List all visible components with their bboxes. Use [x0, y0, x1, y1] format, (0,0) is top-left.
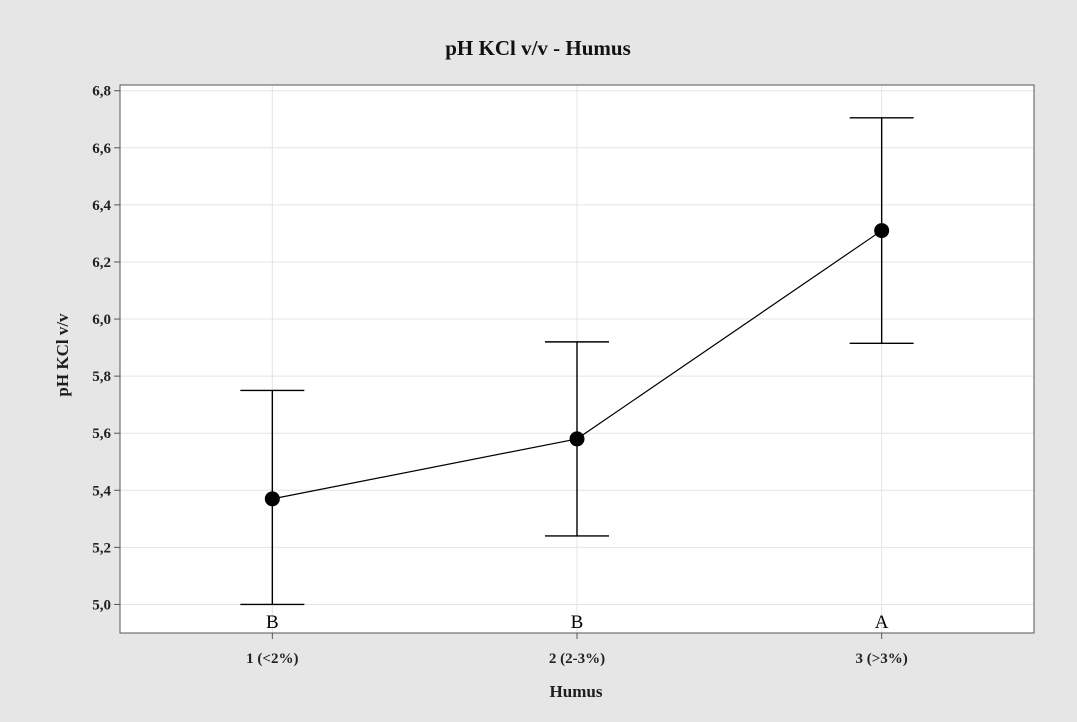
x-axis-title: Humus [550, 682, 603, 701]
data-point [264, 491, 280, 507]
chart-title: pH KCl v/v - Humus [445, 36, 631, 60]
group-letter: B [266, 612, 279, 633]
y-tick-label: 5,0 [92, 597, 111, 613]
x-tick-label: 1 (<2%) [246, 651, 298, 667]
y-tick-label: 6,0 [92, 312, 111, 328]
x-tick-label: 3 (>3%) [856, 651, 908, 667]
tick-labels: 5,0 5,2 5,4 5,6 5,8 6,0 6,2 6,4 6,6 6,8 1 (<2%) 2 (… [92, 84, 908, 667]
group-letter: B [571, 612, 584, 633]
data-series [240, 117, 914, 606]
data-point [569, 431, 585, 447]
axes [114, 84, 1035, 639]
y-tick-label: 5,2 [92, 540, 111, 556]
plot-frame [119, 84, 1035, 634]
y-tick-label: 6,8 [92, 84, 111, 100]
group-letter: A [875, 612, 889, 633]
y-tick-label: 5,4 [92, 483, 111, 499]
y-tick-label: 6,4 [92, 198, 111, 214]
y-axis-title: pH KCl v/v [53, 313, 72, 397]
x-tick-label: 2 (2-3%) [549, 651, 605, 667]
data-point [874, 223, 890, 239]
y-tick-label: 5,6 [92, 426, 111, 442]
y-tick-label: 5,8 [92, 369, 111, 385]
y-tick-label: 6,6 [92, 141, 111, 157]
y-tick-label: 6,2 [92, 255, 111, 271]
